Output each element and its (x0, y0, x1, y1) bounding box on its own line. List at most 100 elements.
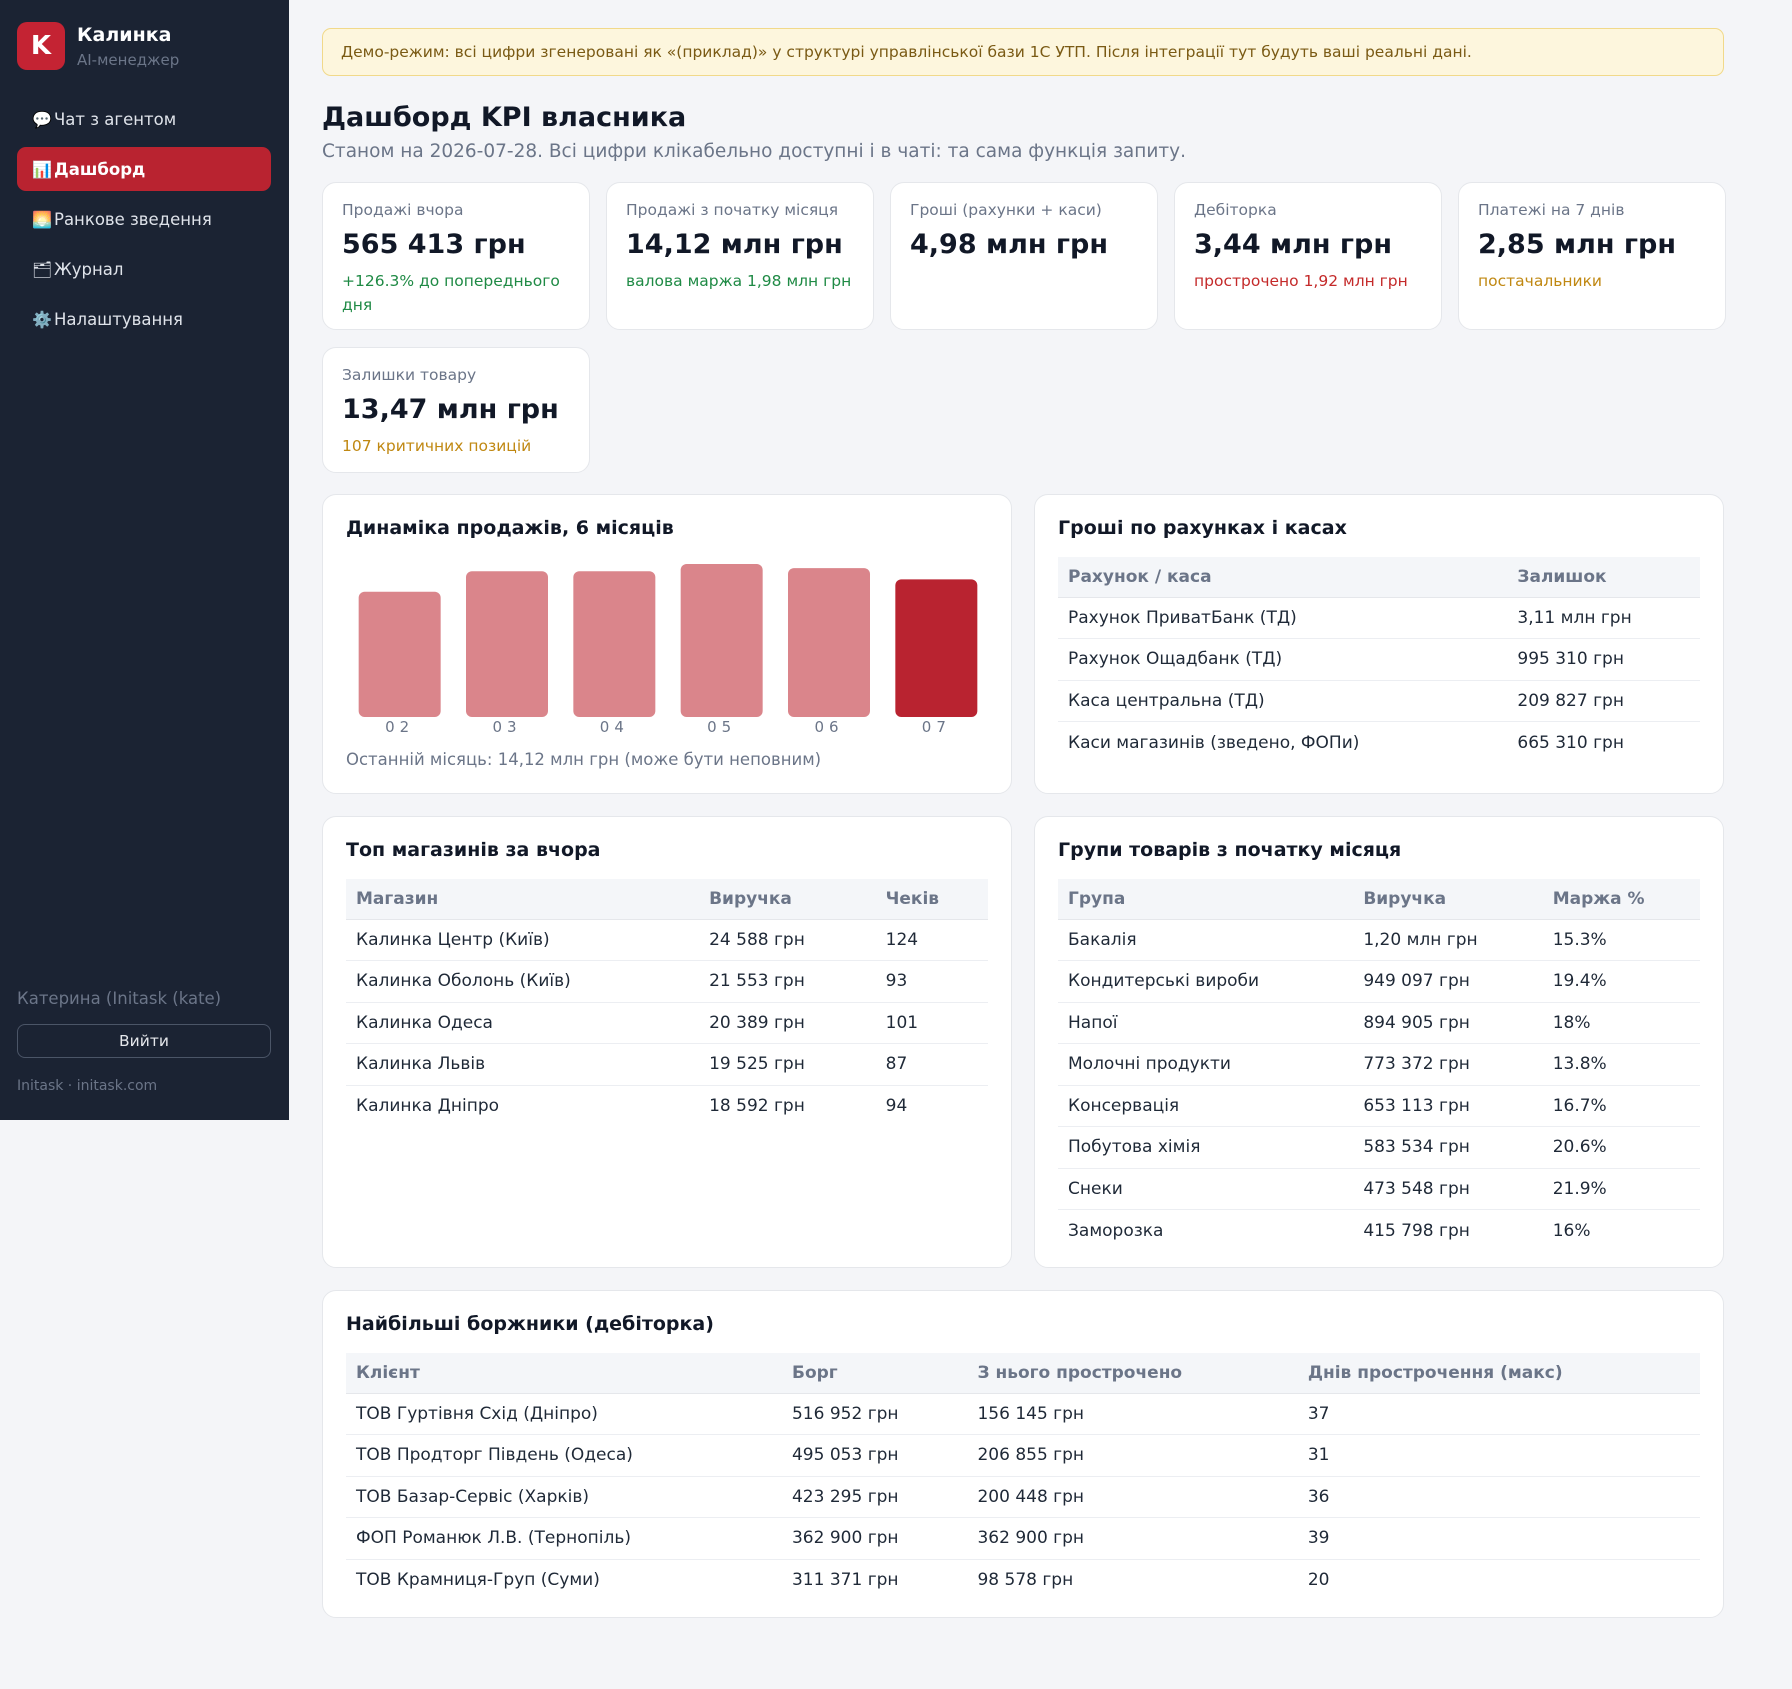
table-row[interactable]: ТОВ Крамниця-Груп (Суми) 311 371 грн 98 57… (346, 1559, 1700, 1601)
kpi-label: Продажі вчора (342, 201, 464, 219)
table-row[interactable]: ТОВ Продторг Південь (Одеса) 495 053 грн 2… (346, 1434, 1700, 1477)
main-content: Демо-режим: всі цифри згенеровані як «(п… (322, 28, 1724, 162)
table-row[interactable]: Калинка Дніпро 18 592 грн 94 (346, 1085, 988, 1127)
table-cell: ТОВ Базар-Сервіс (Харків) (346, 1476, 782, 1518)
sidebar-item-chat[interactable]: 💬 Чат з агентом (17, 97, 271, 141)
table-row[interactable]: Снеки 473 548 грн 21.9% (1058, 1168, 1700, 1210)
column-header: Днів прострочення (макс) (1297, 1353, 1700, 1394)
page-subtitle: Станом на 2026-07-28. Всі цифри клікабел… (322, 141, 1186, 162)
table-cell: ТОВ Гуртівня Схід (Дніпро) (346, 1393, 782, 1435)
stores-table: Магазин Виручка Чеків Калинка Центр (Київ) 2… (346, 879, 988, 1127)
sidebar-item-sunrise[interactable]: 🌅 Ранкове зведення (17, 197, 271, 241)
table-cell: Заморозка (1068, 1220, 1164, 1241)
table-cell: 16.7% (1542, 1085, 1700, 1127)
table-cell: 21 553 грн (699, 960, 876, 1003)
kpi-value: 14,12 млн грн (626, 229, 843, 260)
column-header: З нього прострочено (967, 1353, 1298, 1394)
table-row[interactable]: Калинка Львів 19 525 грн 87 (346, 1043, 988, 1086)
footer-link[interactable]: Initask · initask.com (17, 1078, 158, 1094)
table-header-row: Магазин Виручка Чеків (346, 879, 988, 920)
kpi-card[interactable]: Дебіторка 3,44 млн грн прострочено 1,92 мл… (1174, 182, 1442, 330)
user-name: Катерина (Initask (kate) (17, 989, 222, 1008)
kpi-label: Продажі з початку місяця (626, 201, 839, 219)
kpi-value: 3,44 млн грн (1194, 229, 1393, 260)
table-row[interactable]: Рахунок Ощадбанк (ТД) 995 310 грн (1058, 638, 1700, 681)
table-row[interactable]: ТОВ Гуртівня Схід (Дніпро) 516 952 грн 156… (346, 1393, 1700, 1435)
table-cell: Каси магазинів (зведено, ФОПи) (1068, 732, 1360, 753)
table-row[interactable]: Рахунок ПриватБанк (ТД) 3,11 млн грн (1058, 597, 1700, 639)
table-cell: Кондитерські вироби (1058, 960, 1354, 1003)
product-groups-panel: Групи товарів з початку місяця Група Виру… (1034, 816, 1724, 1268)
table-row[interactable]: Калинка Одеса 20 389 грн 101 (346, 1002, 988, 1044)
table-cell: 415 798 грн (1363, 1220, 1470, 1241)
table-row[interactable]: Калинка Оболонь (Київ) 21 553 грн 93 (346, 960, 988, 1003)
sidebar-item-gear[interactable]: ⚙️ Налаштування (17, 297, 271, 341)
table-row[interactable]: Калинка Центр (Київ) 24 588 грн 124 (346, 919, 988, 961)
table-row[interactable]: Напої 894 905 грн 18% (1058, 1002, 1700, 1044)
table-cell: 24 588 грн (699, 919, 876, 961)
chart-bar[interactable] (358, 591, 441, 717)
table-row[interactable]: Каси магазинів (зведено, ФОПи) 665 310 гр… (1058, 722, 1700, 764)
table-row[interactable]: Каса центральна (ТД) 209 827 грн (1058, 680, 1700, 722)
table-cell: 949 097 грн (1353, 960, 1543, 1003)
table-cell: 894 905 грн (1353, 1002, 1543, 1044)
sidebar-item-label: Дашборд (54, 159, 146, 179)
chart-bar[interactable] (680, 564, 763, 717)
sales-dynamics-panel: Динаміка продажів, 6 місяців 02 03 04 05 06 0… (322, 494, 1012, 794)
chart-tick-label: 02 (385, 718, 414, 736)
table-row[interactable]: Молочні продукти 773 372 грн 13.8% (1058, 1043, 1700, 1086)
table-cell: 200 448 грн (967, 1476, 1298, 1518)
table-row[interactable]: Консервація 653 113 грн 16.7% (1058, 1085, 1700, 1127)
kpi-value: 565 413 грн (342, 229, 526, 260)
sidebar: K Калинка AI-менеджер 💬 Чат з агентом 📊 Даш… (0, 0, 289, 1120)
table-row[interactable]: Бакалія 1,20 млн грн 15.3% (1058, 919, 1700, 961)
table-cell: 19 525 грн (699, 1043, 876, 1086)
table-cell: Рахунок ПриватБанк (ТД) (1058, 597, 1508, 639)
chart-bar[interactable] (466, 571, 548, 717)
kpi-card[interactable]: Платежі на 7 днів 2,85 млн грн постачальни… (1458, 182, 1726, 330)
table-cell: 21.9% (1542, 1168, 1700, 1210)
table-cell: 98 578 грн (977, 1570, 1074, 1590)
kpi-card[interactable]: Продажі вчора 565 413 грн +126.3% до попер… (322, 182, 590, 330)
chart-bar[interactable] (788, 568, 870, 717)
kpi-card[interactable]: Гроші (рахунки + каси) 4,98 млн грн (890, 182, 1158, 330)
kpi-note: 107 критичних позицій (342, 437, 532, 455)
kpi-card[interactable]: Залишки товару 13,47 млн грн 107 критичних… (322, 347, 590, 473)
chart-bar[interactable] (895, 579, 978, 717)
logout-button[interactable]: Вийти (17, 1024, 271, 1058)
kpi-note: валова маржа 1,98 млн грн (626, 272, 852, 290)
table-cell: Снеки (1058, 1168, 1354, 1210)
table-cell: 18 592 грн (709, 1096, 805, 1116)
table-row[interactable]: Побутова хімія 583 534 грн 20.6% (1058, 1126, 1700, 1169)
chart-bar[interactable] (573, 571, 656, 717)
table-cell: 773 372 грн (1353, 1043, 1543, 1086)
debtors-table: Клієнт Борг З нього прострочено Днів простр… (346, 1353, 1700, 1601)
table-cell: Напої (1058, 1002, 1354, 1044)
demo-banner: Демо-режим: всі цифри згенеровані як «(п… (322, 28, 1724, 76)
table-row[interactable]: Кондитерські вироби 949 097 грн 19.4% (1058, 960, 1700, 1003)
chart-tick-label: 05 (707, 718, 736, 736)
sidebar-item-chart[interactable]: 📊 Дашборд (17, 147, 271, 191)
panel-title: Динаміка продажів, 6 місяців (346, 517, 674, 539)
table-cell: Калинка Одеса (346, 1002, 700, 1044)
table-row[interactable]: ФОП Романюк Л.В. (Тернопіль) 362 900 грн 3… (346, 1517, 1700, 1560)
table-cell: 39 (1297, 1517, 1700, 1560)
brand: K Калинка AI-менеджер (17, 22, 179, 70)
table-cell: 1,20 млн грн (1353, 919, 1543, 961)
kpi-label: Гроші (рахунки + каси) (910, 201, 1102, 219)
sidebar-item-label: Журнал (54, 259, 124, 279)
kpi-card[interactable]: Продажі з початку місяця 14,12 млн грн вал… (606, 182, 874, 330)
chart-caption: Останній місяць: 14,12 млн грн (може бут… (346, 750, 822, 769)
table-cell: 206 855 грн (967, 1434, 1298, 1477)
table-row[interactable]: Заморозка 415 798 грн 16% (1058, 1210, 1700, 1252)
table-cell: Консервація (1058, 1085, 1354, 1127)
sidebar-item-folder[interactable]: 🗂 Журнал (17, 247, 271, 291)
gear-icon: ⚙️ (32, 309, 52, 329)
table-cell: ТОВ Продторг Південь (Одеса) (346, 1434, 782, 1477)
folder-icon: 🗂 (32, 259, 53, 279)
groups-table: Група Виручка Маржа % Бакалія 1,20 млн грн 15… (1058, 879, 1700, 1251)
cash-table: Рахунок / каса Залишок Рахунок ПриватБанк … (1058, 557, 1700, 763)
table-row[interactable]: ТОВ Базар-Сервіс (Харків) 423 295 грн 200 … (346, 1476, 1700, 1518)
sunrise-icon: 🌅 (32, 209, 52, 229)
kpi-note: прострочено 1,92 млн грн (1194, 272, 1408, 290)
